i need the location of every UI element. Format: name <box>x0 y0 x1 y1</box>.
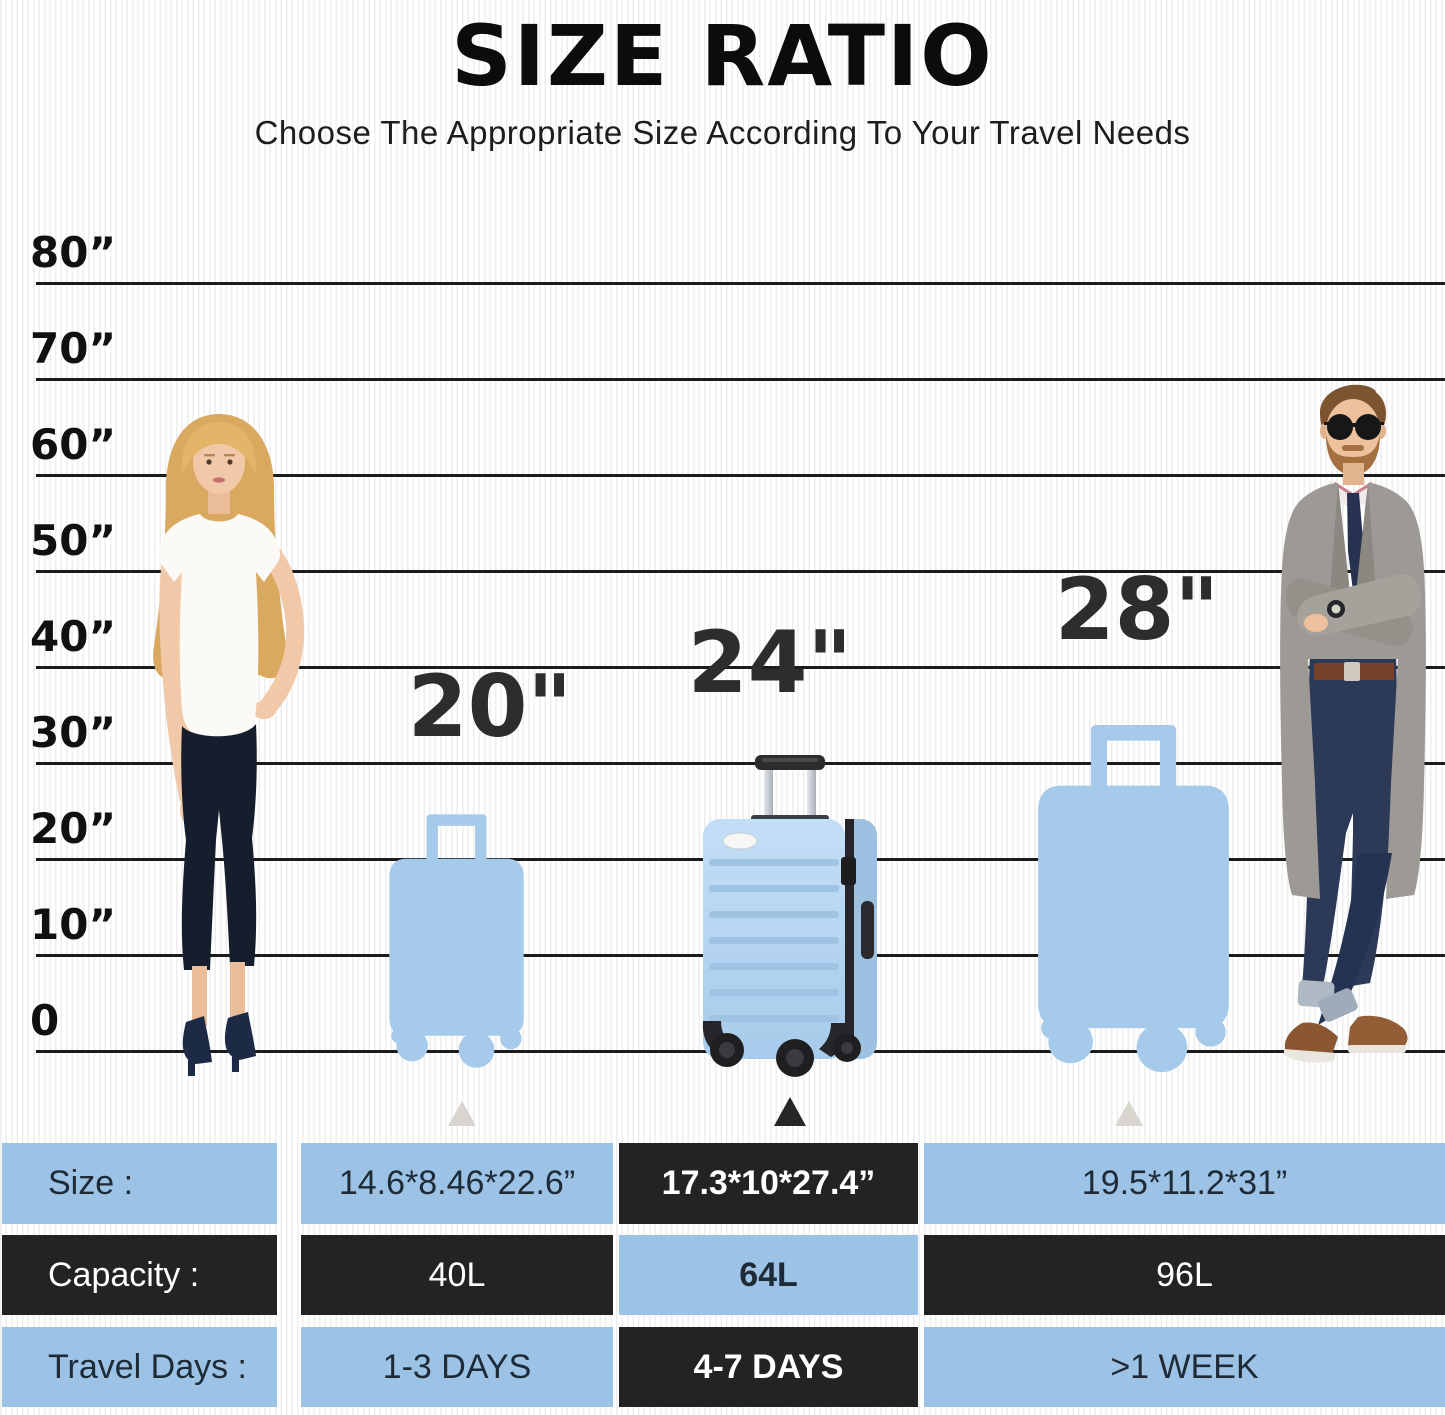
page-subtitle: Choose The Appropriate Size According To… <box>254 114 1191 151</box>
pointer-triangle-24 <box>774 1097 806 1126</box>
ruler-tick-label: 70” <box>30 324 117 373</box>
table-row-label-capacity: Capacity : <box>2 1235 277 1315</box>
ruler-tick-label: 0 <box>30 996 60 1045</box>
ruler-line-40 <box>36 666 1445 669</box>
pointer-triangle-20 <box>448 1101 476 1126</box>
table-cell-size-20: 14.6*8.46*22.6” <box>301 1143 613 1224</box>
table-cell-size-28: 19.5*11.2*31” <box>924 1143 1445 1224</box>
size-label-24: 24" <box>687 613 853 713</box>
size-label-20: 20" <box>407 657 573 757</box>
ruler-line-50 <box>36 570 1445 573</box>
table-row-label-travel-days: Travel Days : <box>2 1327 277 1407</box>
ruler-tick-label: 60” <box>30 420 117 469</box>
suitcase-28-silhouette <box>1032 723 1235 1080</box>
ruler-tick-label: 80” <box>30 228 117 277</box>
table-row-label-size: Size : <box>2 1143 277 1224</box>
table-cell-size-24: 17.3*10*27.4” <box>619 1143 918 1224</box>
suitcase-24-product <box>695 753 885 1083</box>
ruler-line-70 <box>36 378 1445 381</box>
table-cell-capacity-24: 64L <box>619 1235 918 1315</box>
suitcase-20-silhouette <box>385 813 528 1075</box>
table-cell-travel-20: 1-3 DAYS <box>301 1327 613 1407</box>
page-title: SIZE RATIO <box>451 7 994 105</box>
woman-figure <box>122 410 317 1090</box>
man-figure <box>1258 383 1445 1078</box>
ruler-tick-label: 30” <box>30 708 117 757</box>
table-cell-capacity-20: 40L <box>301 1235 613 1315</box>
table-cell-travel-28: >1 WEEK <box>924 1327 1445 1407</box>
pointer-triangle-28 <box>1115 1101 1143 1126</box>
ruler-tick-label: 10” <box>30 900 117 949</box>
ruler-line-60 <box>36 474 1445 477</box>
ruler-line-30 <box>36 762 1445 765</box>
table-cell-capacity-28: 96L <box>924 1235 1445 1315</box>
ruler-line-80 <box>36 282 1445 285</box>
size-label-28: 28" <box>1054 560 1220 660</box>
brand-logo <box>722 832 758 850</box>
ruler-tick-label: 50” <box>30 516 117 565</box>
table-cell-travel-24: 4-7 DAYS <box>619 1327 918 1407</box>
ruler-tick-label: 40” <box>30 612 117 661</box>
ruler-tick-label: 20” <box>30 804 117 853</box>
